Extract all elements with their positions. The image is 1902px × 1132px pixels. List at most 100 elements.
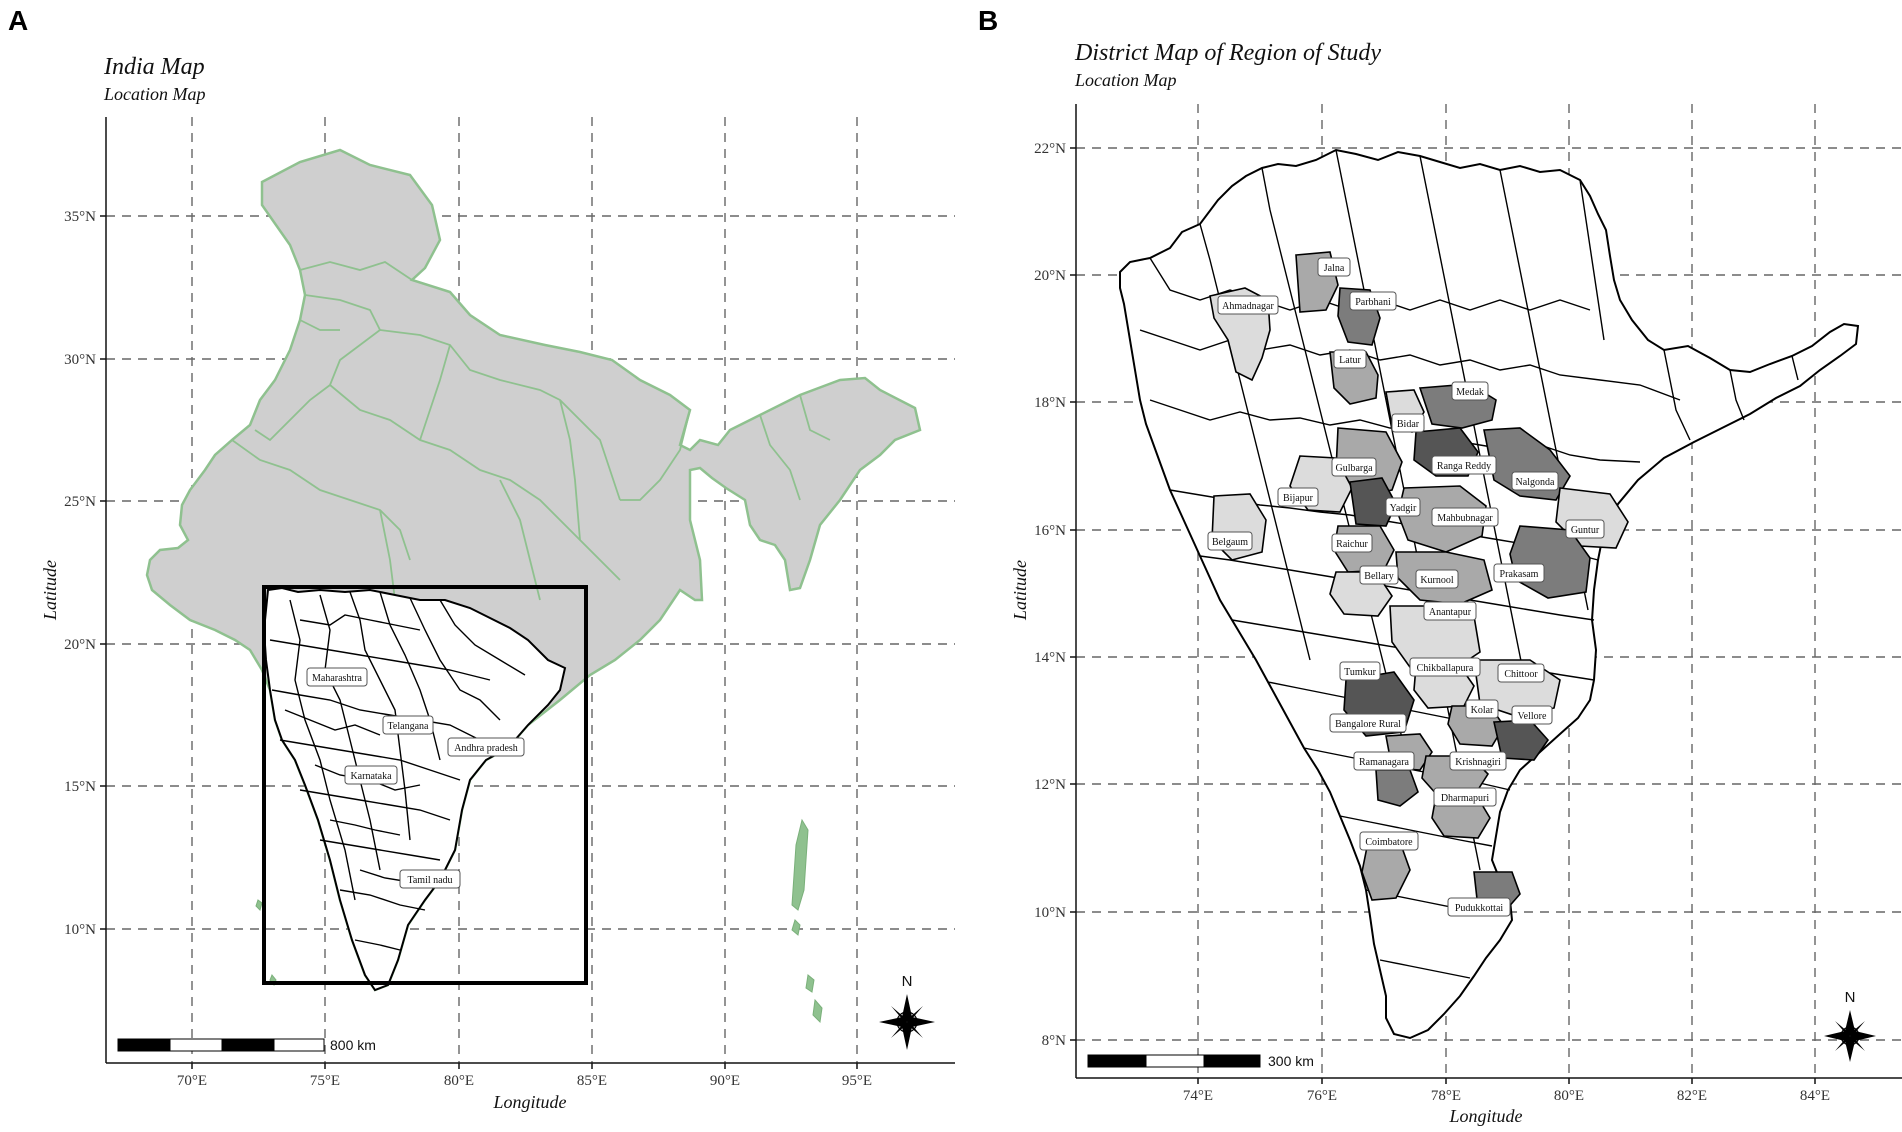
svg-text:Guntur: Guntur: [1571, 525, 1600, 536]
district-label-belgaum: Belgaum: [1207, 531, 1253, 551]
state-label-andhra-pradesh: Andhra pradesh: [447, 737, 525, 757]
y-tick-label: 30°N: [64, 352, 96, 368]
svg-text:Mahbubnagar: Mahbubnagar: [1437, 513, 1493, 524]
svg-text:Latur: Latur: [1339, 355, 1361, 366]
district-label-yadgir: Yadgir: [1385, 497, 1421, 517]
x-tick-label: 74°E: [1183, 1088, 1213, 1104]
svg-text:N: N: [902, 973, 913, 990]
andaman-islands: [255, 818, 823, 1024]
panel-a-letter: A: [8, 5, 28, 36]
svg-text:Pudukkottai: Pudukkottai: [1455, 903, 1504, 914]
panel-a-scale-label: 800 km: [330, 1037, 376, 1053]
y-tick-label: 16°N: [1034, 523, 1066, 539]
district-label-ramanagara: Ramanagara: [1353, 751, 1415, 771]
svg-text:N: N: [1845, 989, 1856, 1006]
panel-a-y-ticks: 10°N 15°N 20°N 25°N 30°N 35°N: [64, 209, 106, 938]
svg-text:Ahmadnagar: Ahmadnagar: [1222, 301, 1274, 312]
y-tick-label: 14°N: [1034, 650, 1066, 666]
svg-text:Krishnagiri: Krishnagiri: [1455, 757, 1501, 768]
svg-text:Ramanagara: Ramanagara: [1359, 757, 1410, 768]
district-label-bijapur: Bijapur: [1277, 487, 1319, 507]
svg-text:Raichur: Raichur: [1336, 539, 1368, 550]
panel-b-scale-label: 300 km: [1268, 1053, 1314, 1069]
x-tick-label: 84°E: [1800, 1088, 1830, 1104]
x-tick-label: 80°E: [444, 1073, 474, 1089]
y-tick-label: 18°N: [1034, 395, 1066, 411]
x-tick-label: 76°E: [1307, 1088, 1337, 1104]
district-label-medak: Medak: [1451, 381, 1489, 401]
svg-text:Ranga Reddy: Ranga Reddy: [1437, 461, 1491, 472]
district-label-dharmapuri: Dharmapuri: [1433, 787, 1497, 807]
y-tick-label: 20°N: [64, 637, 96, 653]
y-tick-label: 10°N: [1034, 905, 1066, 921]
svg-text:Parbhani: Parbhani: [1355, 297, 1391, 308]
panel-b-y-ticks: 8°N 10°N 12°N 14°N 16°N 18°N 20°N 22°N: [1034, 141, 1076, 1049]
panel-b-x-ticks: 74°E 76°E 78°E 80°E 82°E 84°E: [1183, 1078, 1830, 1104]
district-label-anantapur: Anantapur: [1423, 601, 1477, 621]
svg-text:Chikballapura: Chikballapura: [1417, 663, 1474, 674]
district-label-kurnool: Kurnool: [1415, 569, 1459, 589]
y-tick-label: 20°N: [1034, 268, 1066, 284]
state-label-telangana: Telangana: [382, 715, 434, 735]
svg-text:Tumkur: Tumkur: [1344, 667, 1377, 678]
district-label-raichur: Raichur: [1331, 533, 1373, 553]
south-india-district-lines: [269, 591, 526, 951]
svg-text:Prakasam: Prakasam: [1500, 569, 1539, 580]
district-label-chittoor: Chittoor: [1497, 663, 1545, 683]
x-tick-label: 85°E: [577, 1073, 607, 1089]
y-tick-label: 10°N: [64, 922, 96, 938]
panel-b: B District Map of Region of Study Locati…: [978, 5, 1902, 1126]
panel-a-title: India Map: [103, 54, 205, 80]
svg-text:Nalgonda: Nalgonda: [1516, 477, 1555, 488]
district-label-krishnagiri: Krishnagiri: [1449, 751, 1507, 771]
panel-a-y-axis-label: Latitude: [40, 560, 60, 621]
svg-text:Coimbatore: Coimbatore: [1365, 837, 1413, 848]
x-tick-label: 78°E: [1431, 1088, 1461, 1104]
district-label-tumkur: Tumkur: [1339, 661, 1381, 681]
panel-a-subtitle: Location Map: [103, 84, 206, 104]
svg-text:Tamil nadu: Tamil nadu: [407, 875, 452, 886]
district-label-jalna: Jalna: [1317, 257, 1351, 277]
panel-b-title: District Map of Region of Study: [1074, 40, 1381, 66]
panel-a-north-arrow-icon: N: [879, 973, 935, 1050]
svg-text:Vellore: Vellore: [1518, 711, 1547, 722]
svg-text:Maharashtra: Maharashtra: [312, 673, 363, 684]
panel-a: A India Map Location Map: [8, 5, 955, 1112]
svg-text:Bangalore Rural: Bangalore Rural: [1335, 719, 1401, 730]
state-label-tamil-nadu: Tamil nadu: [399, 869, 461, 889]
south-india-region: [262, 586, 567, 992]
district-label-bellary: Bellary: [1359, 565, 1399, 585]
y-tick-label: 25°N: [64, 494, 96, 510]
panel-a-x-ticks: 70°E 75°E 80°E 85°E 90°E 95°E: [177, 1063, 872, 1089]
district-label-mahbubnagar: Mahbubnagar: [1431, 507, 1499, 527]
svg-text:Bellary: Bellary: [1364, 571, 1393, 582]
svg-text:Andhra pradesh: Andhra pradesh: [454, 743, 518, 754]
svg-text:Yadgir: Yadgir: [1390, 503, 1417, 514]
district-label-nalgonda: Nalgonda: [1511, 471, 1559, 491]
x-tick-label: 90°E: [710, 1073, 740, 1089]
x-tick-label: 80°E: [1554, 1088, 1584, 1104]
x-tick-label: 75°E: [310, 1073, 340, 1089]
svg-text:Telangana: Telangana: [388, 721, 430, 732]
district-label-bidar: Bidar: [1391, 413, 1425, 433]
x-tick-label: 95°E: [842, 1073, 872, 1089]
state-label-karnataka: Karnataka: [344, 765, 398, 785]
district-label-ahmadnagar: Ahmadnagar: [1217, 295, 1279, 315]
panel-b-subtitle: Location Map: [1074, 70, 1177, 90]
y-tick-label: 15°N: [64, 779, 96, 795]
district-label-parbhani: Parbhani: [1349, 291, 1397, 311]
panel-b-north-arrow-icon: N: [1824, 989, 1876, 1062]
y-tick-label: 12°N: [1034, 777, 1066, 793]
panel-a-scale-bar: 800 km: [117, 1037, 376, 1053]
svg-text:Jalna: Jalna: [1324, 263, 1345, 274]
district-labels: Jalna Ahmadnagar Parbhani Latur Medak Bi…: [1207, 257, 1605, 917]
panel-b-y-axis-label: Latitude: [1010, 560, 1030, 621]
svg-text:Dharmapuri: Dharmapuri: [1441, 793, 1490, 804]
svg-text:Belgaum: Belgaum: [1212, 537, 1248, 548]
panel-b-letter: B: [978, 5, 998, 36]
district-label-bangalore-rural: Bangalore Rural: [1329, 713, 1407, 733]
study-region-outline: [1119, 148, 1860, 1040]
panel-b-x-axis-label: Longitude: [1448, 1106, 1522, 1126]
svg-text:Bijapur: Bijapur: [1283, 493, 1314, 504]
